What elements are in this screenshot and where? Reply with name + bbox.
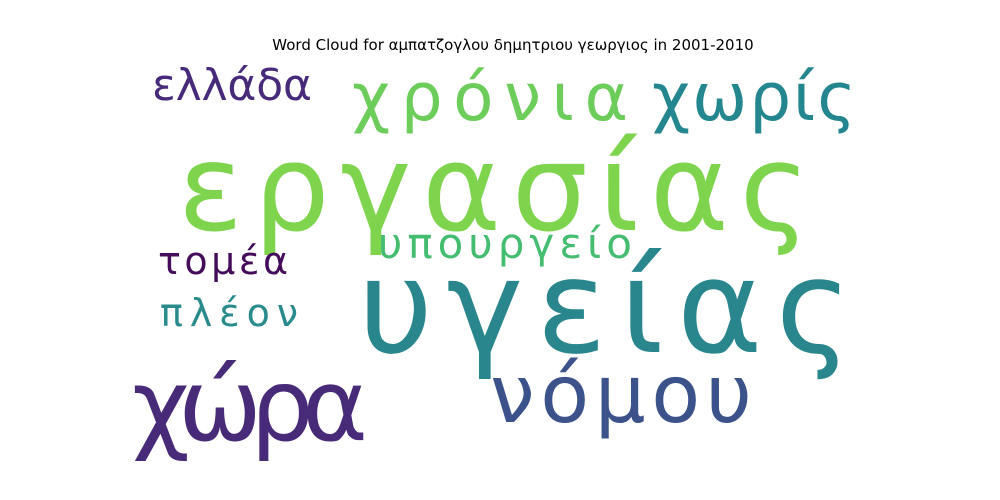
word-6: χωρίς (652, 59, 856, 136)
chart-title: Word Cloud for αμπατζογλου δημητριου γεω… (272, 36, 754, 54)
word-4: νόμου (490, 348, 752, 441)
word-10: πλέον (160, 291, 298, 335)
word-8: ελλάδα (152, 60, 312, 111)
word-3: χώρα (132, 347, 368, 464)
word-9: τομέα (158, 239, 288, 283)
word-1: εργασίας (178, 120, 810, 259)
word-7: υπουργείο (378, 219, 632, 268)
